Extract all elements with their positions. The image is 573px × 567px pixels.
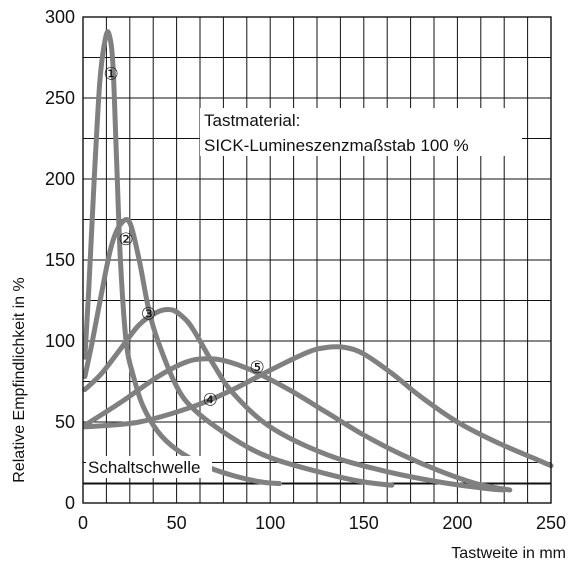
curve-5 <box>82 344 554 469</box>
annotation-line-2: SICK-Lumineszenzmaßstab 100 % <box>204 136 469 155</box>
plot-frame <box>82 16 552 504</box>
x-tick-label: 0 <box>78 513 88 533</box>
curve-label-1: ① <box>103 65 118 85</box>
y-tick-label: 100 <box>45 331 75 351</box>
x-tick-label: 50 <box>167 513 187 533</box>
curve-3 <box>82 307 507 493</box>
curve-label-5: ⑤ <box>249 358 264 378</box>
y-axis-title: Relative Empfindlichkeit in % <box>11 277 28 482</box>
threshold-label: Schaltschwelle <box>88 458 200 477</box>
annotation-background <box>200 108 522 156</box>
y-tick-label: 200 <box>45 169 75 189</box>
grid <box>83 17 551 503</box>
curve-4 <box>82 356 513 493</box>
x-tick-label: 250 <box>536 513 566 533</box>
x-tick-label: 100 <box>255 513 285 533</box>
curve-label-3: ③ <box>141 304 156 324</box>
curve-label-4: ④ <box>203 390 218 410</box>
y-tick-label: 0 <box>65 493 75 513</box>
curve-label-2: ② <box>118 230 133 250</box>
curve-labels: ① ② ③ ④ ⑤ <box>103 65 264 411</box>
curves <box>82 29 554 493</box>
curve-2 <box>82 217 395 488</box>
y-tick-label: 150 <box>45 250 75 270</box>
x-tick-label: 150 <box>349 513 379 533</box>
y-tick-label: 250 <box>45 88 75 108</box>
y-tick-label: 300 <box>45 7 75 27</box>
y-tick-label: 50 <box>55 412 75 432</box>
threshold-label-background <box>86 456 212 478</box>
x-tick-label: 200 <box>442 513 472 533</box>
x-axis-title: Tastweite in mm <box>451 545 566 562</box>
annotation-line-1: Tastmaterial: <box>204 111 300 130</box>
curve-1 <box>82 29 283 487</box>
tick-labels: 0 50 100 150 200 250 0 50 100 150 200 250 300 <box>45 7 566 533</box>
